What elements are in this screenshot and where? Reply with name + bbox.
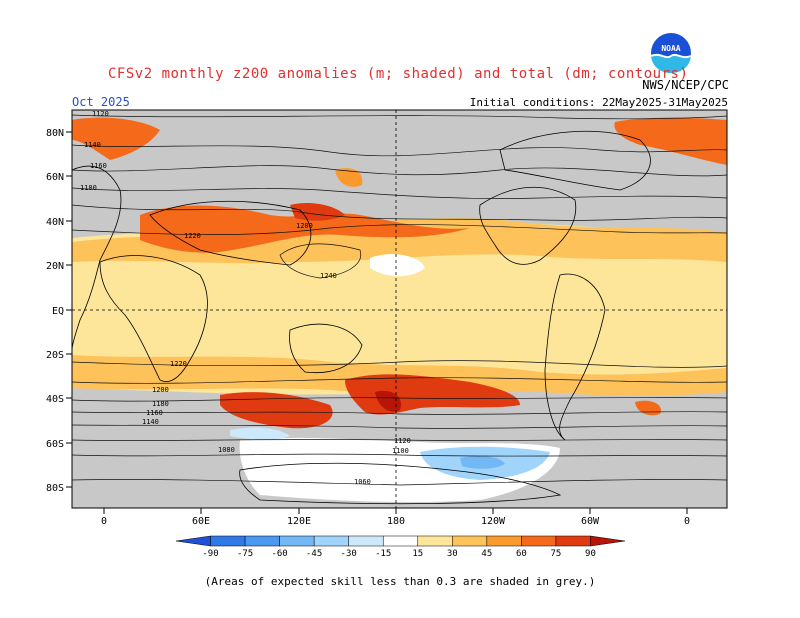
colorbar-swatch: [555, 535, 591, 547]
colorbar-swatch: [175, 535, 211, 547]
contour-label: 1220: [170, 360, 187, 368]
contour-label: 1220: [184, 232, 201, 240]
contour-label: 1080: [218, 446, 235, 454]
colorbar-swatch: [521, 535, 557, 547]
logo-text: NOAA: [661, 44, 680, 53]
height-contours: [72, 114, 727, 486]
lon-label: 0: [101, 516, 107, 527]
negative-anomaly-indian: [230, 427, 290, 440]
colorbar-swatch: [313, 535, 349, 547]
lon-ticks: [103, 508, 688, 514]
contour-label: 1140: [84, 141, 101, 149]
colorbar-tick-label: -75: [237, 549, 253, 559]
contour-label: 1240: [320, 272, 337, 280]
arctic-patch-east: [614, 117, 727, 165]
colorbar-tick-label: 90: [585, 549, 596, 559]
colorbar-swatch: [452, 535, 488, 547]
bering-patch: [335, 168, 363, 187]
colorbar-swatch: [417, 535, 453, 547]
contour-label: 1180: [152, 400, 169, 408]
colorbar-tick-label: -30: [341, 549, 357, 559]
southern-indian-patch: [220, 392, 333, 429]
near-zero-tropical-pacific: [370, 254, 425, 277]
positive-anomaly-15-30: [72, 222, 727, 395]
contour-label: 1100: [392, 447, 409, 455]
subtropical-jet-patch: [140, 205, 470, 253]
contour-label: 1140: [142, 418, 159, 426]
contour-label: 1060: [354, 478, 371, 486]
contour-label: 1120: [394, 437, 411, 445]
tasman-core-patch: [375, 390, 401, 412]
colorbar-tick-label: -45: [306, 549, 322, 559]
map-frame: [71, 109, 728, 509]
lat-labels: 80N 60N 40N 20N EQ 20S 40S 60S 80S: [46, 128, 64, 494]
lat-label: EQ: [52, 306, 64, 317]
lat-label: 60S: [46, 439, 64, 450]
lon-label: 120W: [481, 516, 506, 527]
lat-label: 60N: [46, 172, 64, 183]
contour-label: 1160: [146, 409, 163, 417]
skill-footnote: (Areas of expected skill less than 0.3 a…: [204, 575, 596, 588]
map-title: CFSv2 monthly z200 anomalies (m; shaded)…: [108, 66, 689, 82]
colorbar-tick-label: -90: [202, 549, 218, 559]
japan-high-patch: [290, 203, 345, 221]
lat-label: 80S: [46, 483, 64, 494]
contour-label: 1120: [92, 110, 109, 118]
colorbar-tick-label: 15: [412, 549, 423, 559]
lat-label: 40N: [46, 217, 64, 228]
colorbar-swatch: [244, 535, 280, 547]
colorbar-swatch: [382, 535, 419, 547]
colorbar-swatch: [348, 535, 384, 547]
contour-label: 1180: [80, 184, 97, 192]
lon-label: 60W: [581, 516, 600, 527]
colorbar-swatch: [210, 535, 246, 547]
contour-label: 1160: [90, 162, 107, 170]
noaa-logo: NOAA: [650, 32, 692, 74]
agency-label: NWS/NCEP/CPC: [642, 78, 729, 92]
lat-label: 80N: [46, 128, 64, 139]
negative-anomaly-core: [460, 456, 505, 469]
colorbar-tick-label: -60: [271, 549, 287, 559]
contour-labels: 1120 1140 1160 1180 1200 1220 1240 1220 …: [80, 110, 411, 486]
colorbar-swatch: [486, 535, 522, 547]
colorbar-tick-label: 60: [516, 549, 527, 559]
colorbar-tick-label: 75: [551, 549, 562, 559]
initial-conditions: Initial conditions: 22May2025-31May2025: [469, 96, 728, 109]
lon-label: 60E: [192, 516, 210, 527]
arctic-patch-west: [72, 117, 160, 160]
colorbar-tick-label: 45: [481, 549, 492, 559]
lon-labels: 0 60E 120E 180 120W 60W 0: [101, 516, 690, 527]
contour-label: 1200: [152, 386, 169, 394]
lat-label: 40S: [46, 394, 64, 405]
colorbar-tick-label: -15: [375, 549, 391, 559]
lon-label: 180: [387, 516, 405, 527]
lat-label: 20N: [46, 261, 64, 272]
lon-label: 120E: [287, 516, 311, 527]
coastlines: [72, 130, 651, 505]
lon-label: 0: [684, 516, 690, 527]
colorbar-swatch: [590, 535, 626, 547]
colorbar-tick-label: 30: [447, 549, 458, 559]
lat-label: 20S: [46, 350, 64, 361]
colorbar-swatch: [279, 535, 315, 547]
contour-label: 1200: [296, 222, 313, 230]
forecast-month: Oct 2025: [72, 95, 130, 109]
lat-ticks: [66, 131, 72, 488]
